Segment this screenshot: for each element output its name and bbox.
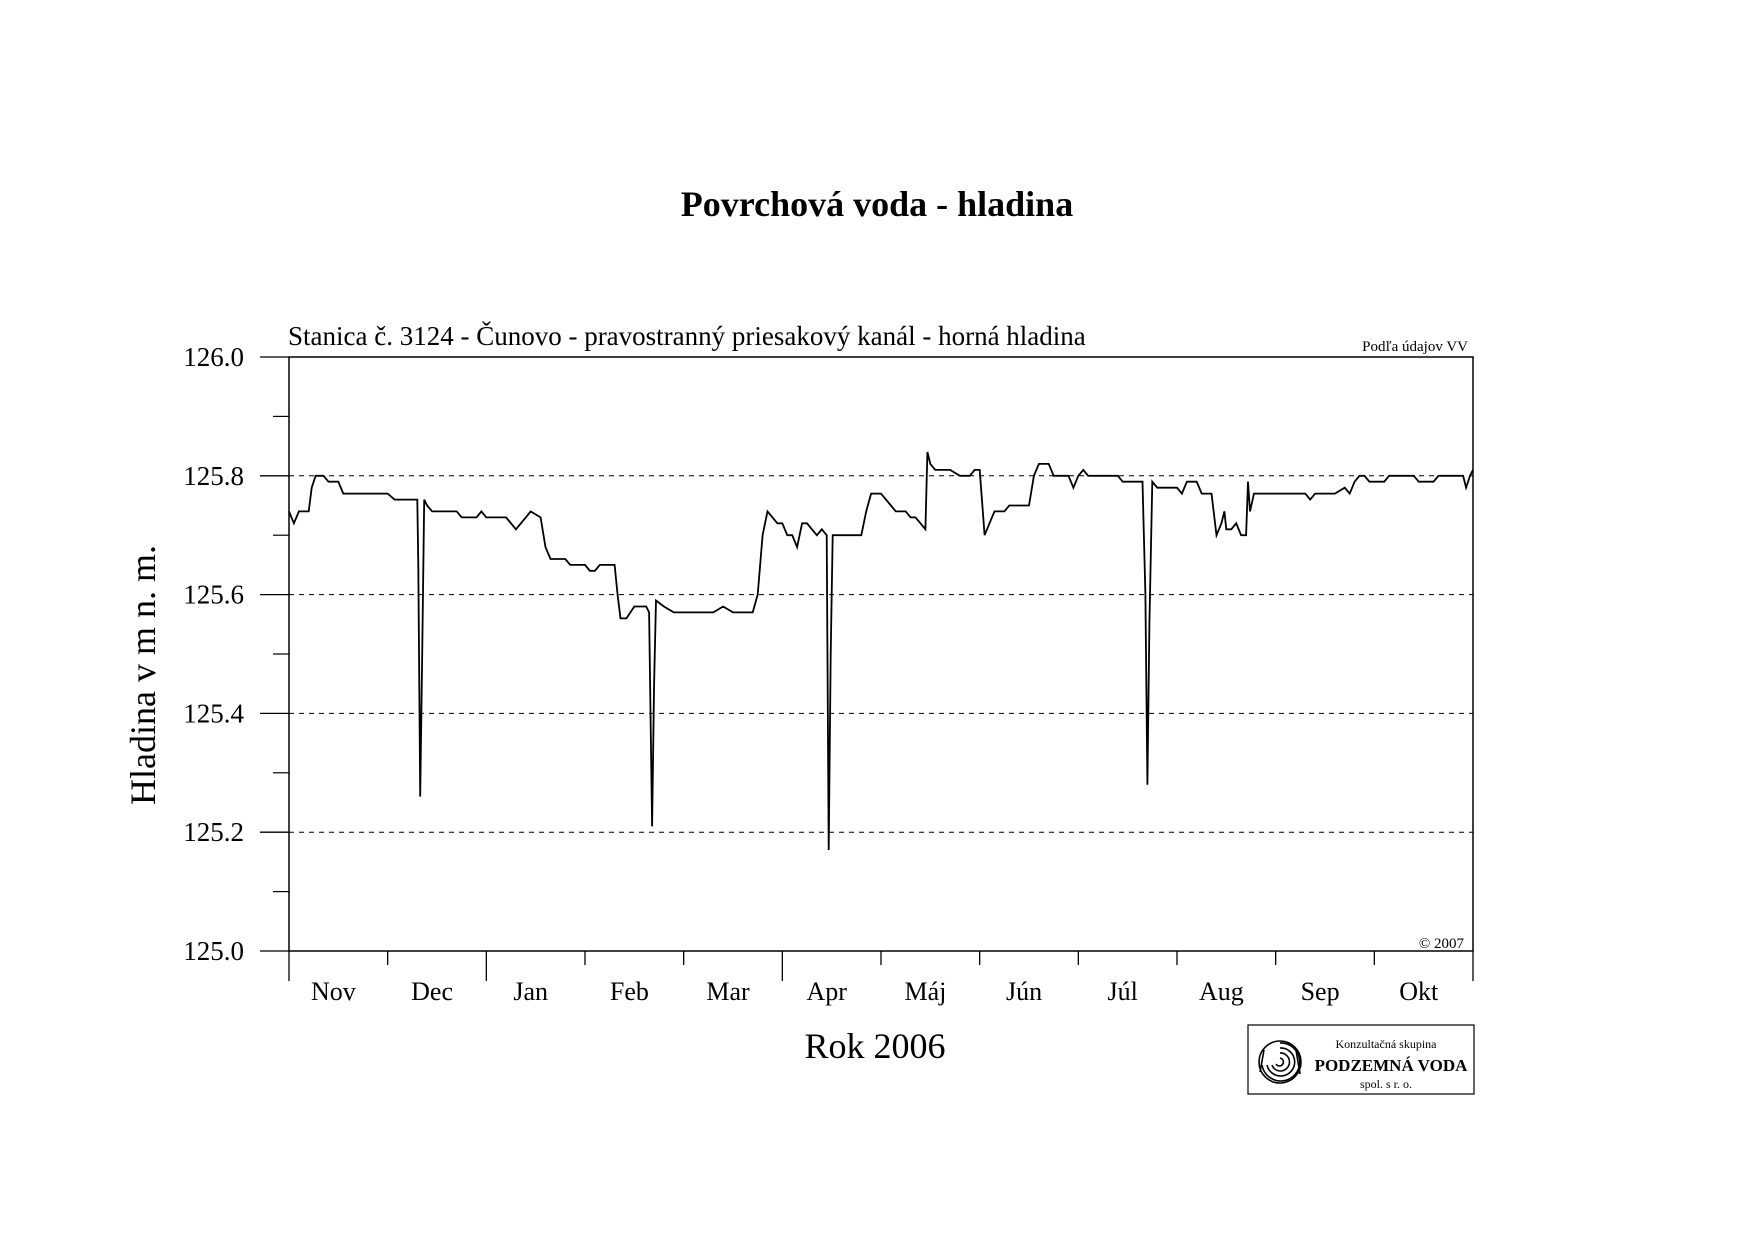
logo-bottom-text: spol. s r. o. (1360, 1077, 1412, 1091)
series-group (288, 451, 1474, 851)
x-axis: Nov Dec Jan Feb Mar Apr Máj Jún Júl Aug Sep Okt (288, 951, 1474, 1006)
chart-title: Povrchová voda - hladina (681, 184, 1073, 224)
grid-lines (289, 356, 1473, 833)
plot-frame (288, 356, 1474, 952)
x-tick-label: Máj (904, 977, 946, 1006)
y-axis: 126.0 125.8 125.6 125.4 125.2 125.0 (183, 342, 289, 966)
y-tick-label: 125.2 (183, 817, 244, 847)
x-tick-label: Dec (411, 977, 453, 1006)
y-tick-label: 125.8 (183, 461, 244, 491)
y-tick-label: 125.6 (183, 580, 244, 610)
x-tick-label: Jan (513, 977, 548, 1006)
x-tick-label: Mar (706, 977, 750, 1006)
source-note: Podľa údajov VV (1362, 339, 1468, 355)
series-line (288, 451, 1474, 851)
spiral-logo-icon (1258, 1040, 1302, 1084)
x-tick-label: Sep (1301, 977, 1340, 1006)
logo-top-text: Konzultačná skupina (1336, 1037, 1438, 1051)
x-tick-label: Jún (1006, 977, 1042, 1006)
x-tick-label: Aug (1199, 977, 1244, 1006)
x-tick-label: Júl (1108, 977, 1138, 1006)
x-tick-label: Okt (1399, 977, 1439, 1006)
chart-subtitle: Stanica č. 3124 - Čunovo - pravostranný … (288, 321, 1086, 351)
y-tick-label: 125.0 (183, 936, 244, 966)
y-tick-label: 126.0 (183, 342, 244, 372)
logo-name: PODZEMNÁ VODA (1315, 1056, 1469, 1075)
x-tick-label: Apr (807, 977, 848, 1006)
x-tick-label: Feb (610, 977, 649, 1006)
copyright-note: © 2007 (1419, 936, 1465, 952)
company-logo: Konzultačná skupina PODZEMNÁ VODA spol. … (1247, 1024, 1475, 1095)
y-axis-title: Hladina v m n. m. (123, 545, 163, 805)
x-axis-title: Rok 2006 (804, 1026, 945, 1066)
y-tick-label: 125.4 (183, 698, 244, 728)
x-tick-label: Nov (311, 977, 356, 1006)
